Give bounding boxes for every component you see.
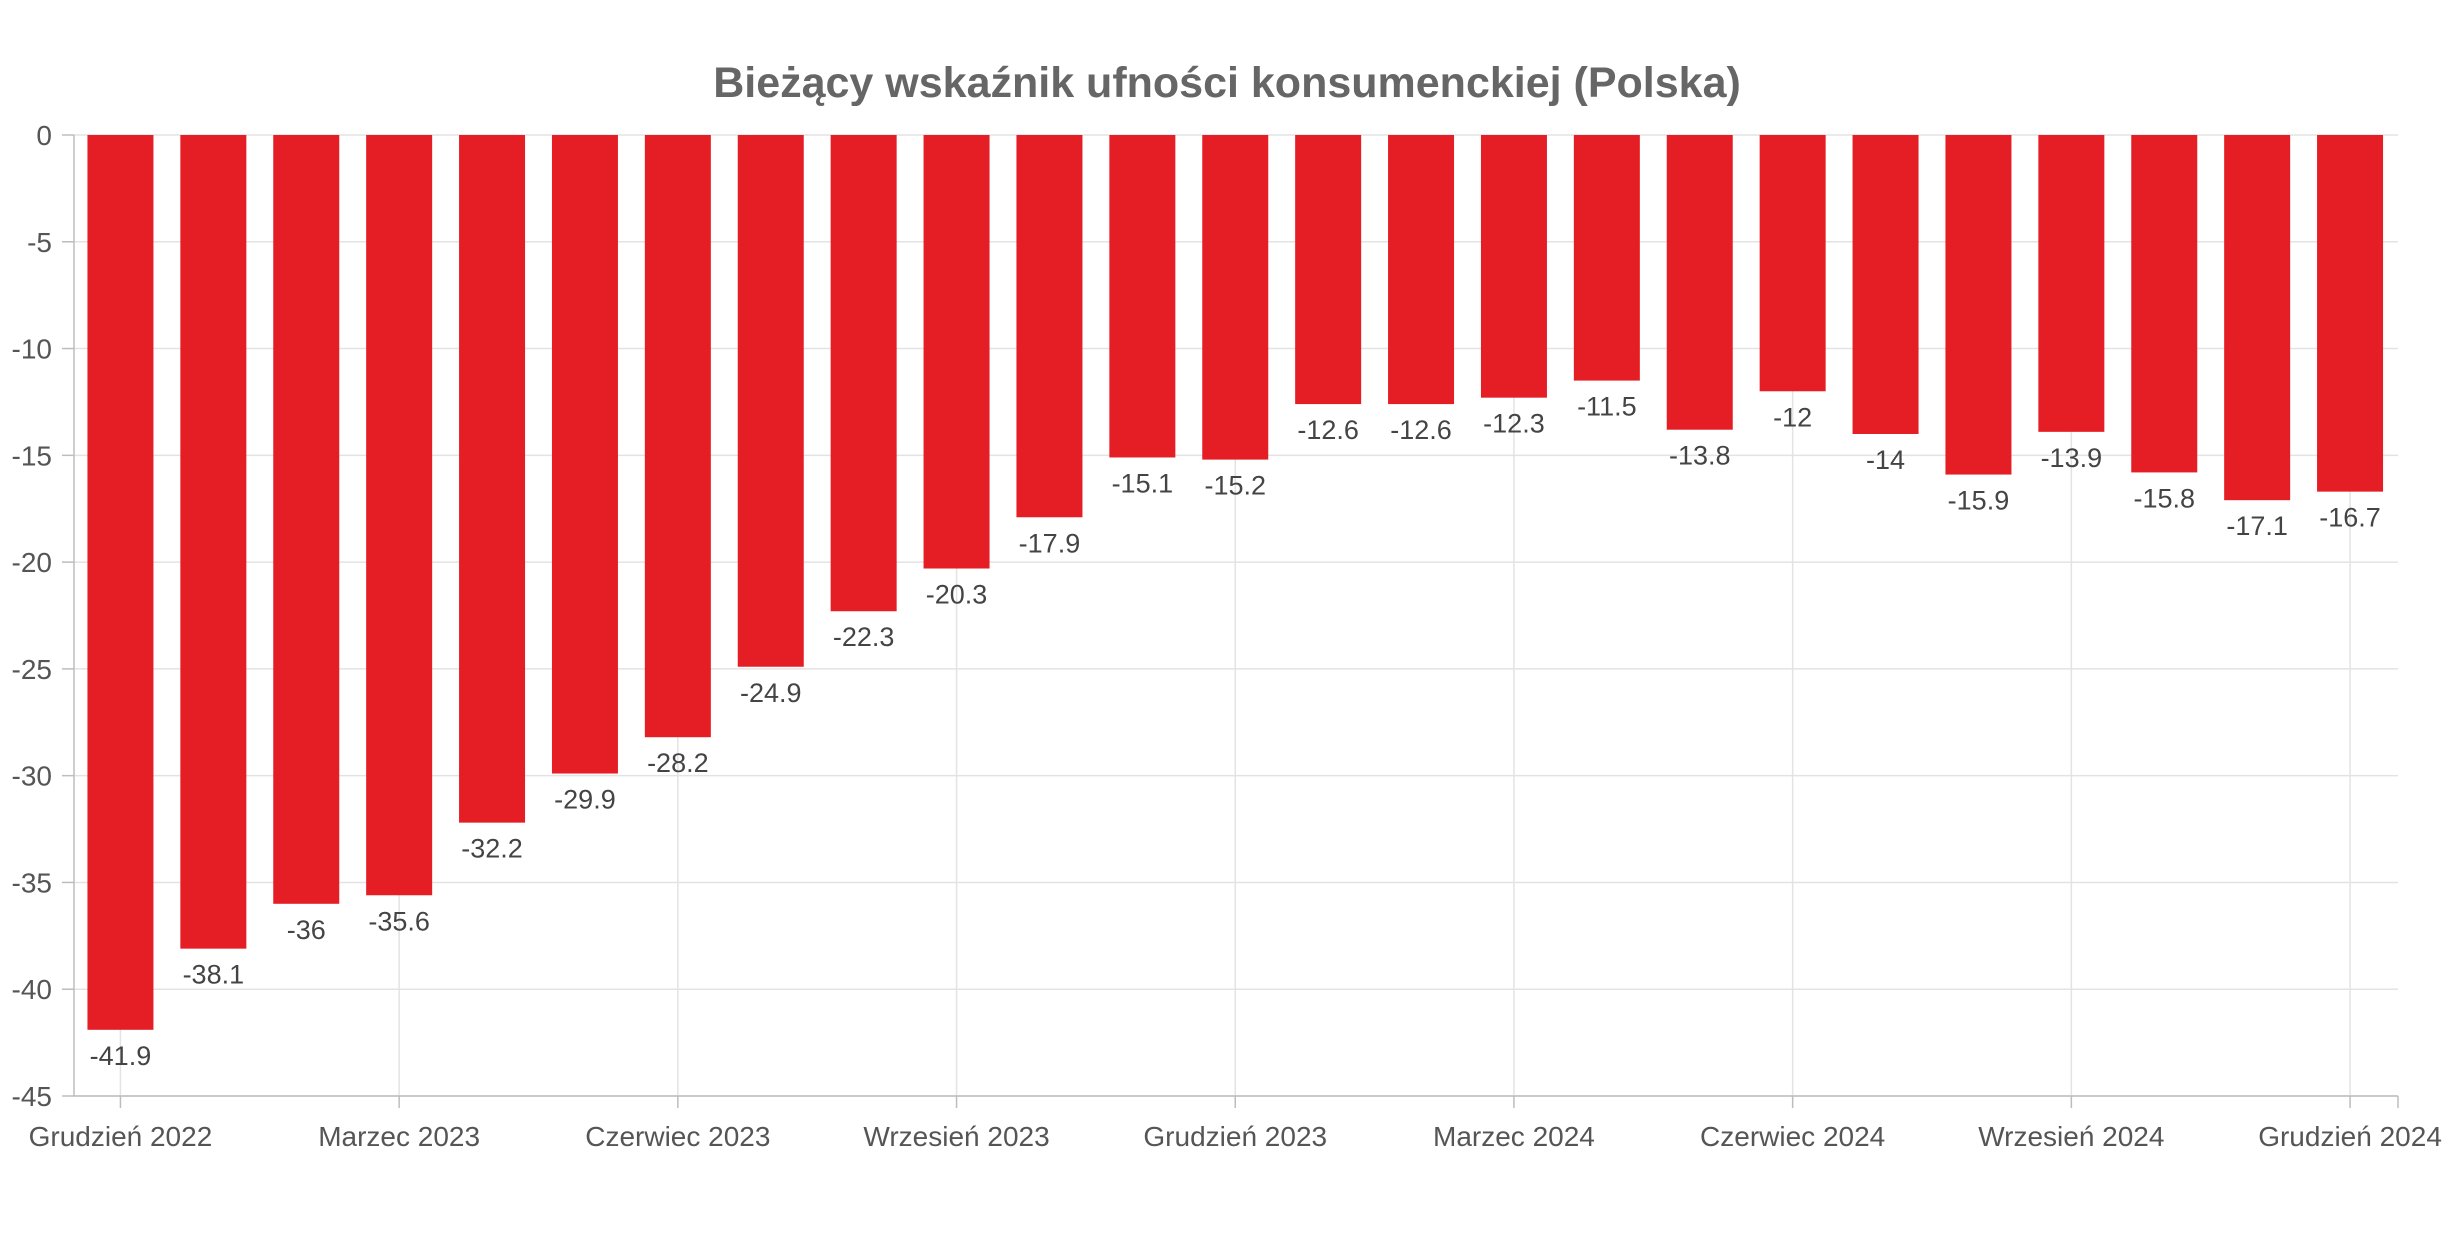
data-label: -12.3 [1483, 409, 1545, 439]
bar [1016, 135, 1083, 518]
x-tick-label: Grudzień 2023 [1143, 1121, 1327, 1152]
y-tick-label: -15 [12, 440, 52, 471]
y-tick-label: -20 [12, 547, 52, 578]
bar [1759, 135, 1826, 392]
bar [1388, 135, 1455, 405]
x-axis: Grudzień 2022 Marzec 2023 Czerwiec 2023 Wrz… [29, 1121, 2442, 1152]
data-label: -17.9 [1019, 528, 1081, 558]
data-label: -35.6 [368, 906, 430, 936]
x-tick-label: Czerwiec 2023 [585, 1121, 770, 1152]
data-label: -12 [1773, 402, 1812, 432]
y-tick-label: 0 [36, 120, 52, 151]
y-tick-label: -35 [12, 867, 52, 898]
bar [2131, 135, 2198, 473]
bar [1480, 135, 1547, 398]
data-labels: -41.9 -38.1 -36 -35.6 -32.2 -29.9 -28.2 -24.9 -2… [90, 392, 2381, 1071]
data-label: -14 [1866, 445, 1905, 475]
bar [87, 135, 154, 1030]
data-label: -13.8 [1669, 441, 1731, 471]
bar [366, 135, 433, 896]
bar [1202, 135, 1269, 460]
bar [923, 135, 990, 569]
bar [1109, 135, 1176, 458]
bar [1945, 135, 2012, 475]
x-tick-label: Czerwiec 2024 [1700, 1121, 1885, 1152]
bar [459, 135, 526, 823]
data-label: -12.6 [1390, 415, 1452, 445]
y-tick-label: -25 [12, 654, 52, 685]
y-tick-label: -40 [12, 974, 52, 1005]
data-label: -17.1 [2226, 511, 2288, 541]
data-label: -15.8 [2133, 483, 2195, 513]
data-label: -20.3 [926, 580, 988, 610]
y-axis: 0 -5 -10 -15 -20 -25 -30 -35 -40 -45 [12, 120, 52, 1112]
data-label: -12.6 [1297, 415, 1359, 445]
data-label: -38.1 [183, 960, 245, 990]
bar [1666, 135, 1733, 430]
bar [2224, 135, 2291, 501]
bar [273, 135, 340, 904]
data-label: -11.5 [1577, 392, 1637, 422]
bar [644, 135, 711, 738]
data-label: -16.7 [2319, 503, 2381, 533]
chart-title: Bieżący wskaźnik ufności konsumenckiej (… [713, 59, 1741, 107]
x-tick-label: Marzec 2024 [1433, 1121, 1595, 1152]
bar [1852, 135, 1919, 434]
data-label: -32.2 [461, 834, 523, 864]
bar [2038, 135, 2105, 432]
bar [1295, 135, 1362, 405]
data-label: -15.1 [1112, 468, 1174, 498]
bar [1573, 135, 1640, 381]
bars [87, 135, 2384, 1030]
data-label: -41.9 [90, 1041, 152, 1071]
data-label: -29.9 [554, 785, 616, 815]
data-label: -36 [287, 915, 326, 945]
bar [180, 135, 247, 949]
bar [830, 135, 897, 612]
x-tick-label: Marzec 2023 [318, 1121, 480, 1152]
data-label: -13.9 [2041, 443, 2103, 473]
x-tick-label: Grudzień 2024 [2258, 1121, 2442, 1152]
x-tick-label: Wrzesień 2023 [863, 1121, 1049, 1152]
data-label: -28.2 [647, 748, 709, 778]
bar [551, 135, 618, 774]
bar [2317, 135, 2384, 492]
data-label: -15.9 [1948, 486, 2010, 516]
data-label: -15.2 [1204, 471, 1266, 501]
y-tick-label: -10 [12, 334, 52, 365]
bar [737, 135, 804, 667]
y-tick-label: -45 [12, 1081, 52, 1112]
x-tick-label: Grudzień 2022 [29, 1121, 213, 1152]
y-tick-label: -30 [12, 761, 52, 792]
y-tick-label: -5 [27, 227, 52, 258]
data-label: -24.9 [740, 678, 802, 708]
x-tick-label: Wrzesień 2024 [1978, 1121, 2164, 1152]
data-label: -22.3 [833, 622, 895, 652]
